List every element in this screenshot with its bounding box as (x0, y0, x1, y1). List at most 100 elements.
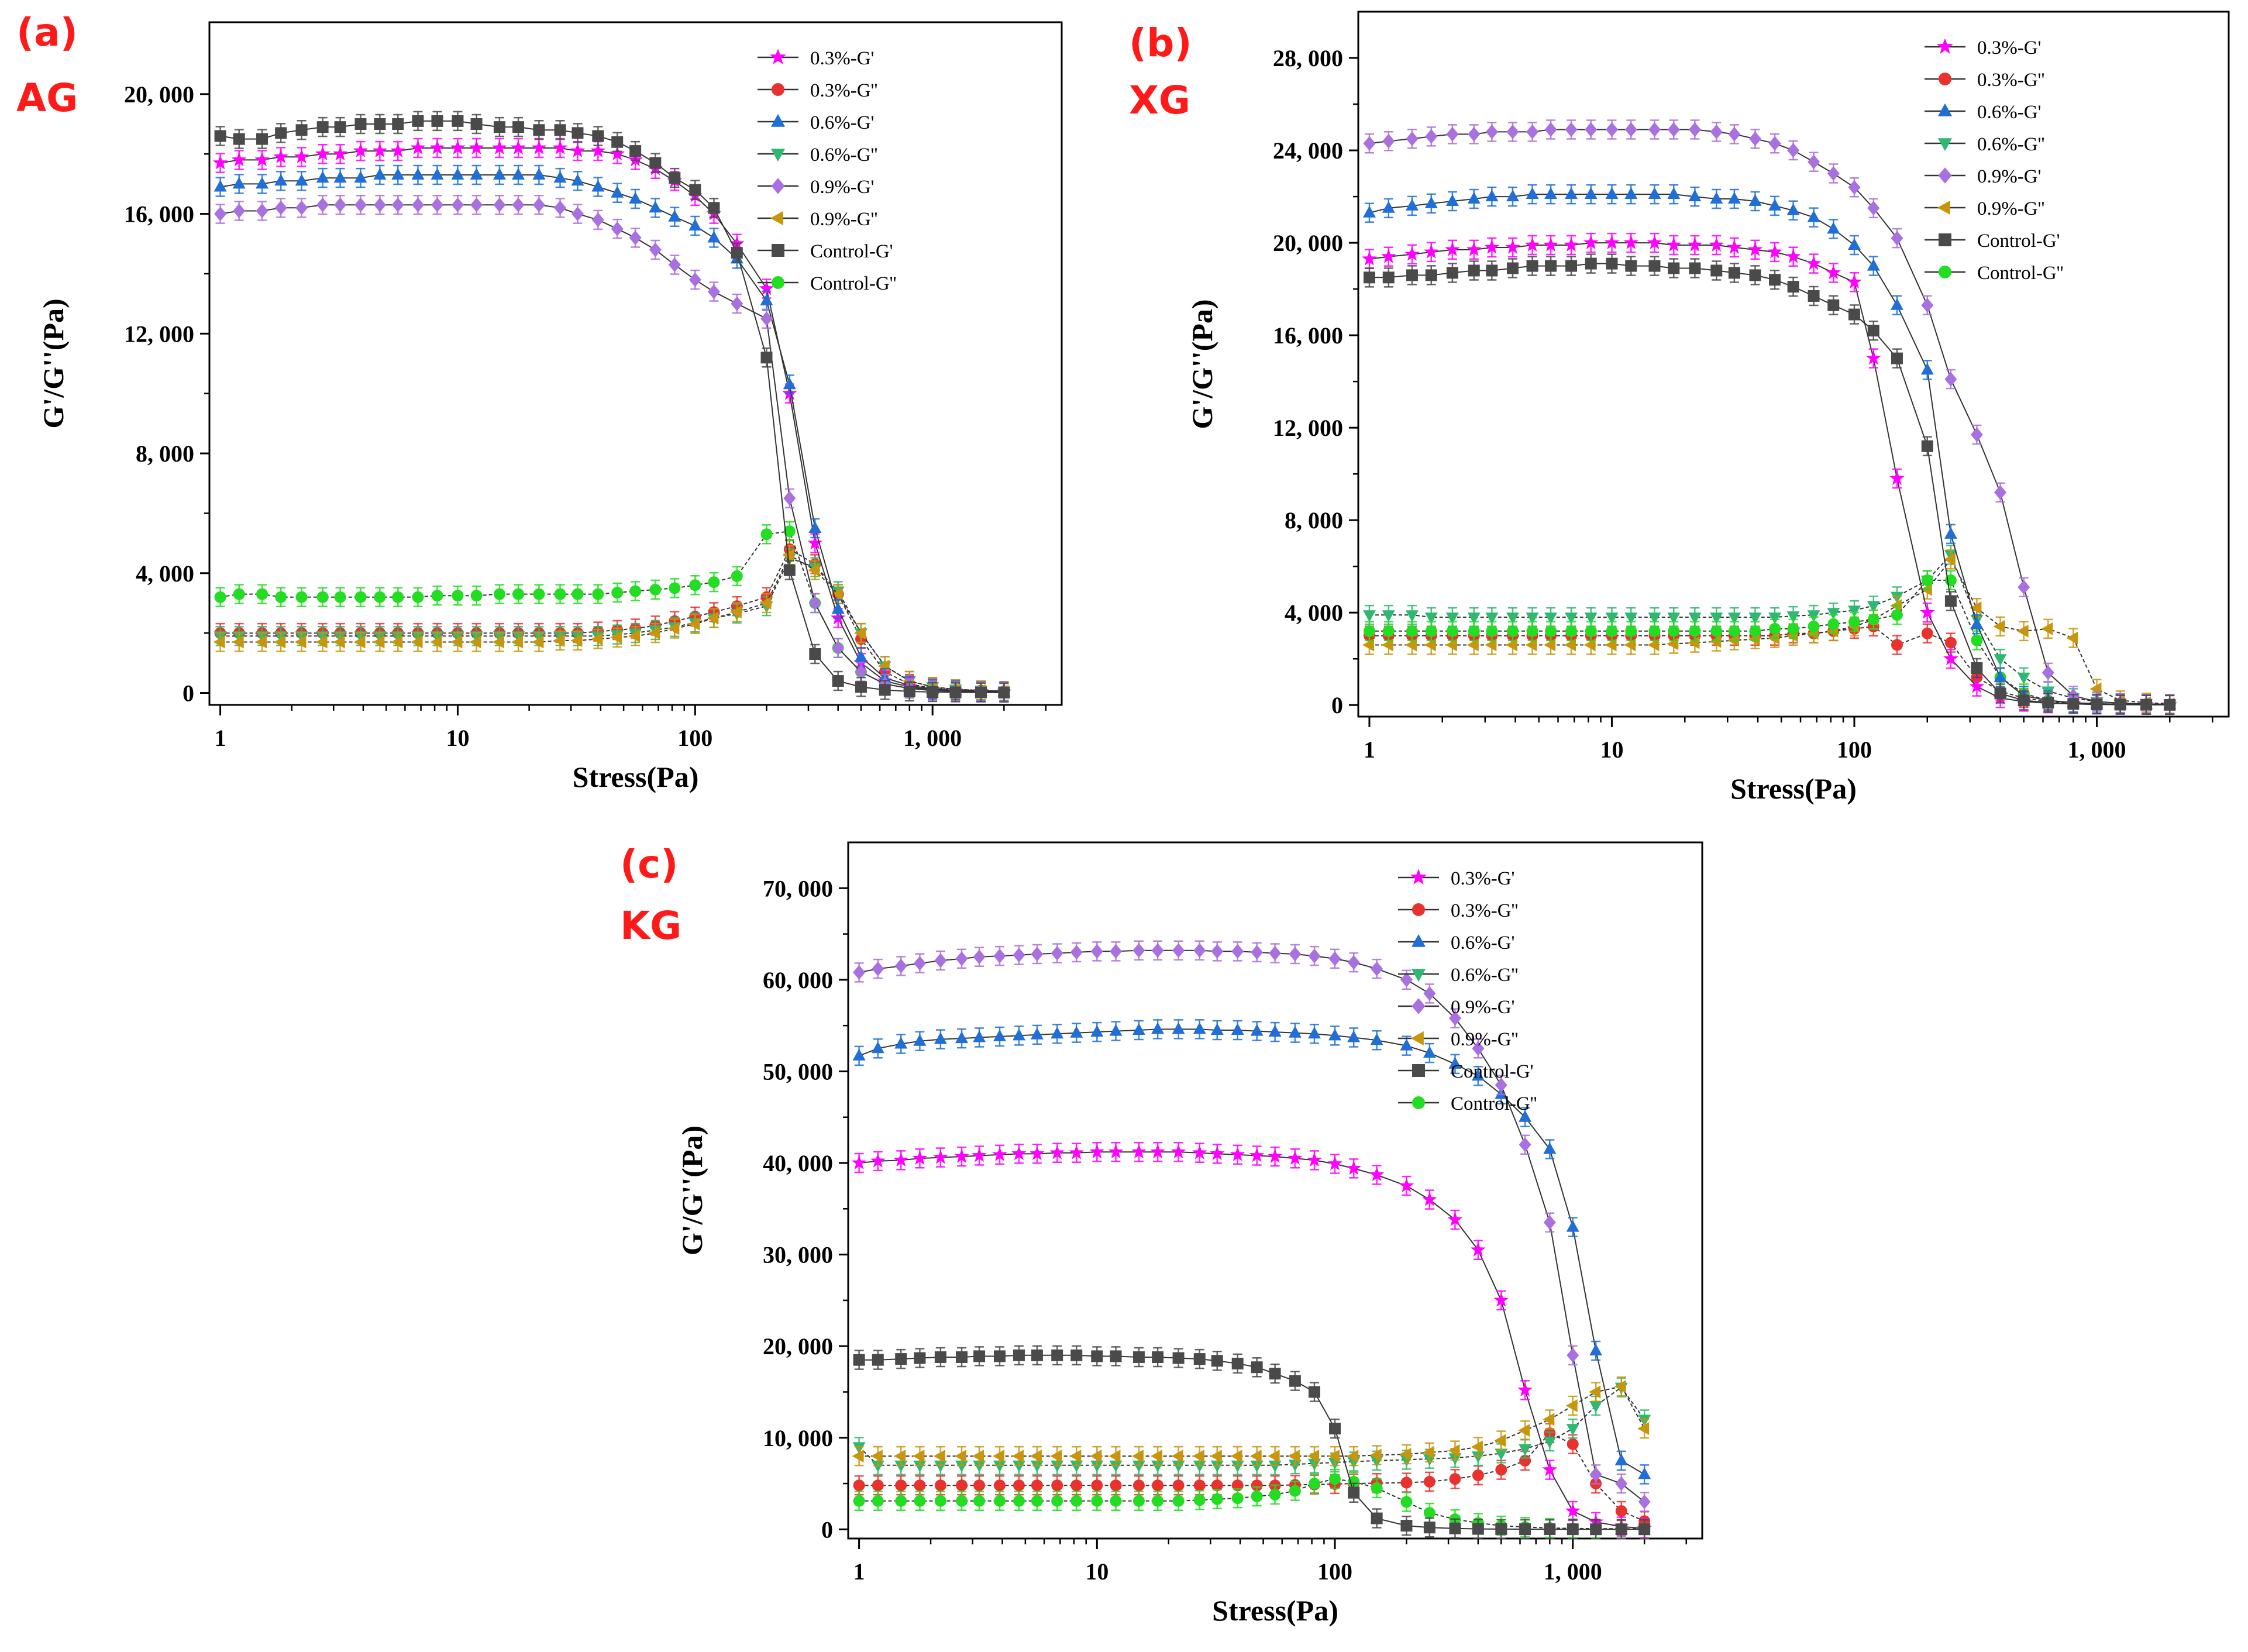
data-point (1287, 1450, 1300, 1463)
data-point (1506, 638, 1517, 652)
data-point (955, 951, 968, 966)
data-point (1614, 1453, 1628, 1465)
data-point (1070, 1349, 1083, 1361)
legend: 0.3%-G' 0.3%-G'' 0.6%-G' 0.6%-G'' 0.9%-G' 0.9… (758, 48, 897, 294)
legend-marker (769, 49, 787, 64)
legend-label: 0.3%-G'' (810, 80, 877, 101)
data-point (1132, 943, 1145, 958)
data-point (1495, 1448, 1508, 1461)
data-point (391, 168, 405, 180)
data-point (954, 1148, 969, 1163)
data-point (354, 197, 367, 212)
series-0-3-g- (853, 1423, 1651, 1531)
data-point (532, 635, 544, 649)
data-point (894, 1037, 908, 1049)
x-tick-label: 100 (1837, 736, 1872, 763)
data-point (590, 143, 606, 157)
data-point (1150, 1144, 1165, 1159)
data-point (1848, 180, 1861, 195)
x-tick-label: 1, 000 (1544, 1558, 1602, 1585)
data-point (275, 127, 287, 139)
data-point (469, 140, 484, 154)
data-point (1013, 1495, 1025, 1507)
data-point (1308, 1386, 1320, 1398)
data-point (1727, 239, 1742, 254)
data-point (1666, 237, 1682, 252)
data-point (855, 650, 867, 662)
data-point (213, 635, 225, 649)
data-point (2089, 682, 2102, 696)
data-point (1867, 614, 1879, 626)
data-point (1031, 1479, 1043, 1492)
data-point (1519, 1523, 1531, 1536)
y-tick-label: 4, 000 (136, 560, 194, 587)
data-point (1543, 1413, 1555, 1426)
data-point (1108, 1450, 1121, 1463)
data-point (1308, 948, 1321, 963)
legend-label: 0.6%-G' (810, 112, 875, 133)
data-point (511, 635, 523, 649)
data-point (914, 1495, 926, 1507)
data-point (1769, 622, 1781, 635)
y-tick-label: 10, 000 (763, 1425, 833, 1451)
data-point (1051, 1349, 1063, 1361)
data-point (993, 1495, 1006, 1507)
data-point (1400, 1496, 1413, 1508)
legend-label: Control-G' (810, 241, 893, 262)
data-point (1891, 639, 1903, 651)
series-0-6-g- (214, 164, 1011, 702)
panel-b-letter: (b) (1129, 20, 1192, 66)
legend-marker (1937, 200, 1950, 215)
data-point (1172, 1022, 1185, 1034)
data-point (1727, 612, 1741, 625)
data-point (1624, 638, 1636, 652)
legend-label: 0.3%-G' (1451, 868, 1515, 889)
data-point (1495, 1078, 1507, 1093)
data-point (1687, 237, 1703, 252)
data-point (1807, 210, 1820, 222)
data-point (1848, 605, 1861, 618)
data-point (1808, 620, 1820, 632)
data-point (1921, 440, 1933, 452)
data-point (927, 686, 939, 698)
series-0-6-g- (214, 548, 1011, 701)
data-point (1786, 611, 1800, 624)
data-point (1211, 1355, 1223, 1367)
data-point (913, 1460, 927, 1472)
data-point (1866, 350, 1881, 365)
data-point (1970, 617, 1984, 629)
data-point (934, 1479, 946, 1492)
data-point (231, 152, 247, 167)
data-point (1519, 1110, 1532, 1122)
data-point (1867, 201, 1880, 216)
data-point (1449, 1473, 1461, 1485)
data-point (1424, 196, 1438, 208)
data-point (1827, 608, 1840, 620)
legend-label: Control-G' (1977, 230, 2060, 252)
data-point (1363, 136, 1376, 151)
y-axis-title: G'/G''(Pa) (676, 1126, 708, 1255)
data-point (853, 1354, 865, 1366)
data-point (993, 1479, 1006, 1492)
data-point (1467, 192, 1481, 204)
data-point (1406, 610, 1419, 622)
data-point (553, 634, 565, 647)
data-point (1710, 264, 1723, 277)
data-point (1423, 1475, 1435, 1488)
series-0-9-g- (213, 545, 1009, 701)
data-point (1382, 201, 1395, 213)
data-point (1327, 1156, 1342, 1171)
data-point (452, 590, 464, 602)
data-point (668, 257, 681, 273)
data-point (391, 197, 404, 212)
legend-marker (1938, 167, 1952, 184)
data-point (1445, 612, 1459, 625)
data-point (1423, 986, 1436, 1001)
legend-marker (771, 178, 785, 194)
data-point (1689, 262, 1701, 274)
data-point (610, 631, 622, 644)
data-point (1728, 625, 1740, 637)
data-point (1070, 1495, 1083, 1507)
data-point (1362, 638, 1374, 652)
data-point (1423, 1522, 1435, 1534)
